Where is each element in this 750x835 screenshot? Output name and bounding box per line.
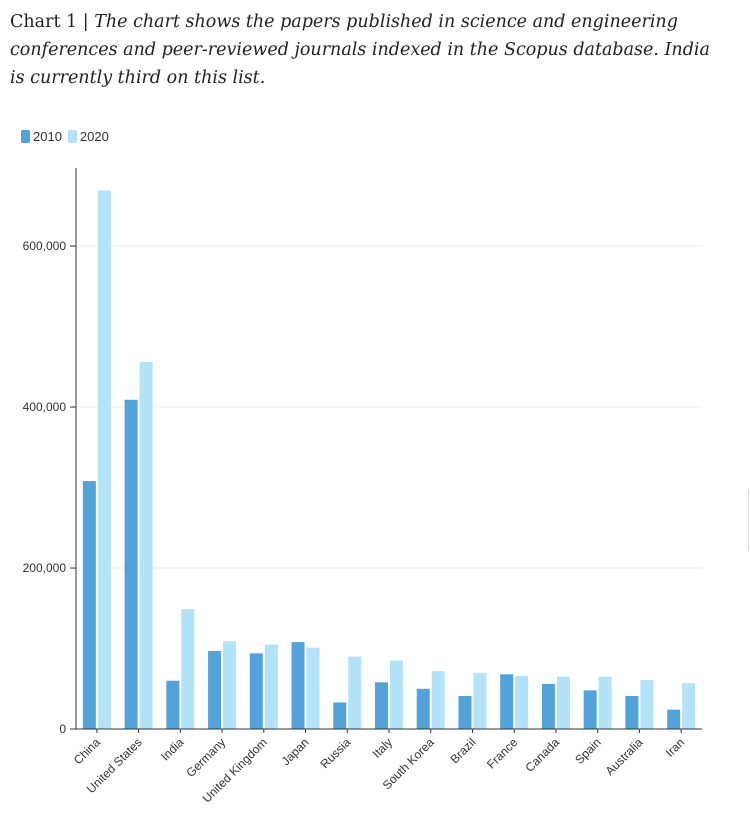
gridlines xyxy=(76,245,702,569)
bar-2010-brazil[interactable] xyxy=(458,696,472,729)
bar-2010-india[interactable] xyxy=(166,680,180,729)
bar-2020-canada[interactable] xyxy=(556,676,570,729)
bar-2020-china[interactable] xyxy=(97,190,111,729)
bar-2020-italy[interactable] xyxy=(390,660,403,729)
x-tick-label: France xyxy=(484,735,521,772)
legend-label-2020: 2020 xyxy=(79,129,109,144)
bar-2010-united-kingdom[interactable] xyxy=(249,653,263,729)
chart-legend: 2010 2020 xyxy=(21,129,115,144)
bar-2010-australia[interactable] xyxy=(625,696,639,729)
bar-2010-united-states[interactable] xyxy=(124,399,138,729)
bar-2010-germany[interactable] xyxy=(208,650,222,729)
bars xyxy=(82,190,696,729)
x-tick-label: Spain xyxy=(572,735,604,767)
y-tick-label: 400,000 xyxy=(23,400,67,414)
bar-2010-canada[interactable] xyxy=(541,683,555,729)
x-tick-label: Japan xyxy=(279,735,312,768)
bar-2010-france[interactable] xyxy=(500,674,514,729)
bar-2020-united-kingdom[interactable] xyxy=(264,644,278,729)
bar-2010-south-korea[interactable] xyxy=(416,688,430,729)
legend-swatch-2020 xyxy=(67,130,77,143)
bar-2010-italy[interactable] xyxy=(375,682,388,729)
x-tick-label: Iran xyxy=(663,735,688,760)
legend-label-2010: 2010 xyxy=(33,129,62,144)
axes xyxy=(75,168,702,730)
bar-2020-united-states[interactable] xyxy=(139,361,153,729)
bar-2020-japan[interactable] xyxy=(306,647,320,729)
bar-2010-iran[interactable] xyxy=(667,709,681,729)
bar-2010-japan[interactable] xyxy=(291,642,305,729)
chart-number: Chart 1 | xyxy=(10,12,95,32)
chart-description: The chart shows the papers published in … xyxy=(10,12,710,88)
legend-item-2020[interactable]: 2020 xyxy=(67,129,109,144)
x-tick-label: Australia xyxy=(603,735,646,778)
bar-2010-spain[interactable] xyxy=(583,690,597,729)
y-tick-label: 0 xyxy=(59,722,66,736)
bar-2020-australia[interactable] xyxy=(640,679,654,729)
x-tick-label: Italy xyxy=(370,735,395,760)
x-tick-label: Brazil xyxy=(447,735,478,766)
bar-2020-iran[interactable] xyxy=(682,683,696,729)
bar-2020-spain[interactable] xyxy=(598,676,612,729)
legend-item-2010[interactable]: 2010 xyxy=(21,129,62,144)
bar-2010-china[interactable] xyxy=(82,481,96,729)
y-tick-label: 600,000 xyxy=(23,239,67,253)
x-tick-label: India xyxy=(158,735,187,764)
bar-2020-france[interactable] xyxy=(515,675,529,729)
y-axis-ticks: 0 200,000 400,000 600,000 xyxy=(23,239,76,736)
y-tick-label: 200,000 xyxy=(23,561,67,575)
bar-2020-russia[interactable] xyxy=(348,656,362,729)
chart-caption: Chart 1 | The chart shows the papers pub… xyxy=(10,8,720,92)
scrollbar-edge xyxy=(748,490,749,550)
x-tick-label: Canada xyxy=(522,735,562,775)
bar-2020-brazil[interactable] xyxy=(473,672,487,729)
x-tick-label: Russia xyxy=(318,735,354,771)
bar-2020-india[interactable] xyxy=(181,609,195,729)
bar-2010-russia[interactable] xyxy=(333,702,347,729)
bar-2020-germany[interactable] xyxy=(223,641,237,729)
x-tick-label: China xyxy=(71,735,103,767)
legend-swatch-2010 xyxy=(21,130,30,143)
bar-2020-south-korea[interactable] xyxy=(431,671,445,729)
